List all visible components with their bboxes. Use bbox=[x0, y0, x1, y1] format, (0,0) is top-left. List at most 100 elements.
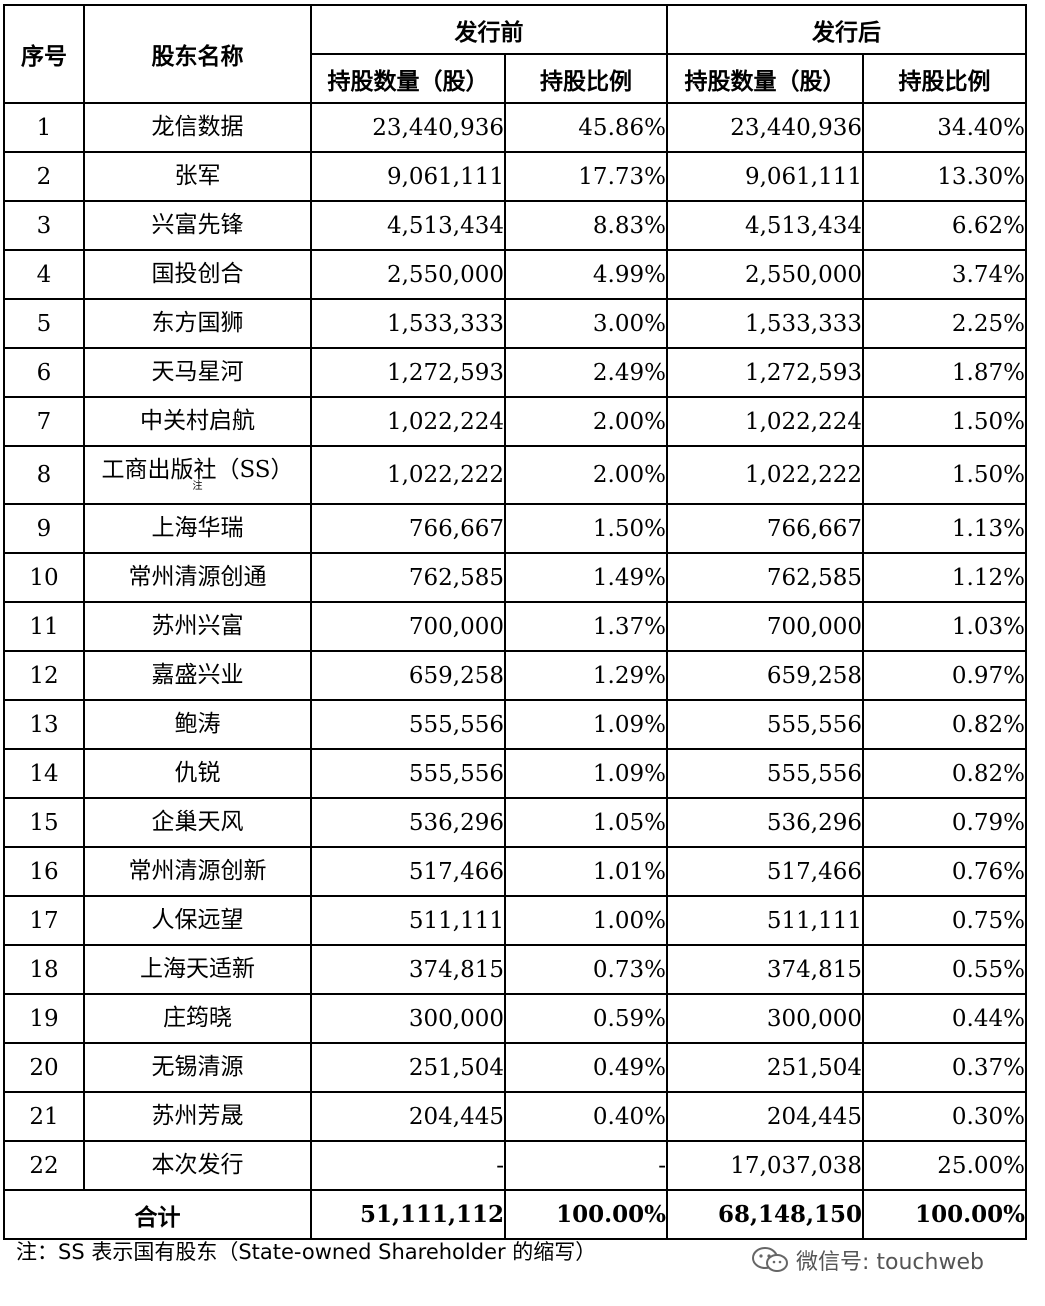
row-after-ratio: 0.55% bbox=[862, 944, 1027, 995]
table-row: 20 无锡清源 251,504 0.49% 251,504 0.37% bbox=[3, 1042, 1027, 1093]
row-after-ratio: 1.50% bbox=[862, 445, 1027, 505]
row-before-ratio: - bbox=[504, 1140, 668, 1191]
row-after-shares: 1,022,222 bbox=[666, 445, 864, 505]
row-seq: 18 bbox=[3, 944, 85, 995]
row-before-ratio: 45.86% bbox=[504, 102, 668, 153]
total-after-shares: 68,148,150 bbox=[666, 1189, 864, 1240]
table-row: 14 仇锐 555,556 1.09% 555,556 0.82% bbox=[3, 748, 1027, 799]
header-before-ratio: 持股比例 bbox=[504, 53, 668, 104]
row-before-ratio: 0.59% bbox=[504, 993, 668, 1044]
row-name: 仇锐 bbox=[83, 748, 312, 799]
row-after-ratio: 1.50% bbox=[862, 396, 1027, 447]
header-after: 发行后 bbox=[666, 4, 1027, 55]
row-before-shares: 511,111 bbox=[310, 895, 506, 946]
row-before-shares: 1,022,222 bbox=[310, 445, 506, 505]
row-after-ratio: 0.82% bbox=[862, 699, 1027, 750]
row-seq: 20 bbox=[3, 1042, 85, 1093]
total-before-shares: 51,111,112 bbox=[310, 1189, 506, 1240]
table-row: 22 本次发行 - -17,037,038 25.00% bbox=[3, 1140, 1027, 1191]
row-before-shares: 1,022,224 bbox=[310, 396, 506, 447]
row-before-ratio: 1.01% bbox=[504, 846, 668, 897]
row-after-ratio: 1.12% bbox=[862, 552, 1027, 603]
table-row: 9 上海华瑞 766,667 1.50% 766,667 1.13% bbox=[3, 503, 1027, 554]
row-before-ratio: 1.37% bbox=[504, 601, 668, 652]
row-name: 鲍涛 bbox=[83, 699, 312, 750]
row-after-shares: 700,000 bbox=[666, 601, 864, 652]
row-after-shares: 1,533,333 bbox=[666, 298, 864, 349]
row-before-shares: 555,556 bbox=[310, 699, 506, 750]
row-seq: 9 bbox=[3, 503, 85, 554]
row-seq: 4 bbox=[3, 249, 85, 300]
row-name: 嘉盛兴业 bbox=[83, 650, 312, 701]
row-before-ratio: 1.49% bbox=[504, 552, 668, 603]
total-after-ratio: 100.00% bbox=[862, 1189, 1027, 1240]
row-before-shares: 659,258 bbox=[310, 650, 506, 701]
header-before-shares: 持股数量（股） bbox=[310, 53, 506, 104]
row-name: 人保远望 bbox=[83, 895, 312, 946]
table-row: 13 鲍涛 555,556 1.09% 555,556 0.82% bbox=[3, 699, 1027, 750]
table-row: 4 国投创合 2,550,000 4.99% 2,550,000 3.74% bbox=[3, 249, 1027, 300]
table-row: 16 常州清源创新 517,466 1.01% 517,466 0.76% bbox=[3, 846, 1027, 897]
total-row: 合计 51,111,112 100.00% 68,148,150 100.00% bbox=[3, 1189, 1027, 1240]
table-row: 10 常州清源创通 762,585 1.49% 762,585 1.12% bbox=[3, 552, 1027, 603]
row-after-ratio: 1.13% bbox=[862, 503, 1027, 554]
row-name: 中关村启航 bbox=[83, 396, 312, 447]
row-seq: 12 bbox=[3, 650, 85, 701]
row-name-note: 注 bbox=[192, 480, 203, 492]
row-seq: 1 bbox=[3, 102, 85, 153]
table-row: 7 中关村启航 1,022,224 2.00% 1,022,224 1.50% bbox=[3, 396, 1027, 447]
header-name: 股东名称 bbox=[83, 4, 312, 104]
row-after-shares: 2,550,000 bbox=[666, 249, 864, 300]
row-before-shares: 251,504 bbox=[310, 1042, 506, 1093]
row-before-ratio: 1.00% bbox=[504, 895, 668, 946]
row-before-shares: 23,440,936 bbox=[310, 102, 506, 153]
total-label: 合计 bbox=[3, 1189, 312, 1240]
row-before-ratio: 2.00% bbox=[504, 445, 668, 505]
row-seq: 19 bbox=[3, 993, 85, 1044]
row-before-shares: 9,061,111 bbox=[310, 151, 506, 202]
row-after-shares: 1,272,593 bbox=[666, 347, 864, 398]
row-before-ratio: 3.00% bbox=[504, 298, 668, 349]
row-after-ratio: 0.97% bbox=[862, 650, 1027, 701]
wechat-icon bbox=[750, 1246, 790, 1274]
row-after-shares: 204,445 bbox=[666, 1091, 864, 1142]
footnote: 注：SS 表示国有股东（State-owned Shareholder 的缩写） bbox=[16, 1240, 597, 1264]
row-name: 兴富先锋 bbox=[83, 200, 312, 251]
row-after-ratio: 0.76% bbox=[862, 846, 1027, 897]
shareholder-table: 序号 股东名称 发行前 发行后 持股数量（股） 持股比例 持股数量（股） 持股比… bbox=[3, 4, 1027, 1240]
table-row: 19 庄筠晓 300,000 0.59% 300,000 0.44% bbox=[3, 993, 1027, 1044]
row-before-shares: 374,815 bbox=[310, 944, 506, 995]
row-before-shares: 2,550,000 bbox=[310, 249, 506, 300]
row-seq: 14 bbox=[3, 748, 85, 799]
row-after-shares: 1,022,224 bbox=[666, 396, 864, 447]
row-name: 常州清源创新 bbox=[83, 846, 312, 897]
row-before-ratio: 17.73% bbox=[504, 151, 668, 202]
row-after-shares: 23,440,936 bbox=[666, 102, 864, 153]
header-before: 发行前 bbox=[310, 4, 668, 55]
row-after-ratio: 1.03% bbox=[862, 601, 1027, 652]
row-before-ratio: 2.49% bbox=[504, 347, 668, 398]
row-name: 本次发行 bbox=[83, 1140, 312, 1191]
row-after-shares: 762,585 bbox=[666, 552, 864, 603]
row-before-ratio: 1.29% bbox=[504, 650, 668, 701]
table-row: 21 苏州芳晟 204,445 0.40% 204,445 0.30% bbox=[3, 1091, 1027, 1142]
row-after-ratio: 6.62% bbox=[862, 200, 1027, 251]
row-after-ratio: 3.74% bbox=[862, 249, 1027, 300]
watermark-text: 微信号: touchweb bbox=[796, 1250, 984, 1275]
row-before-shares: 204,445 bbox=[310, 1091, 506, 1142]
row-before-ratio: 8.83% bbox=[504, 200, 668, 251]
header-seq: 序号 bbox=[3, 4, 85, 104]
row-after-shares: 300,000 bbox=[666, 993, 864, 1044]
row-seq: 17 bbox=[3, 895, 85, 946]
table-row: 17 人保远望 511,111 1.00% 511,111 0.75% bbox=[3, 895, 1027, 946]
row-name: 上海天适新 bbox=[83, 944, 312, 995]
row-before-ratio: 1.09% bbox=[504, 748, 668, 799]
row-name: 龙信数据 bbox=[83, 102, 312, 153]
row-after-shares: 251,504 bbox=[666, 1042, 864, 1093]
row-before-shares: 762,585 bbox=[310, 552, 506, 603]
row-name: 苏州芳晟 bbox=[83, 1091, 312, 1142]
table-row: 3 兴富先锋 4,513,434 8.83% 4,513,434 6.62% bbox=[3, 200, 1027, 251]
row-seq: 21 bbox=[3, 1091, 85, 1142]
row-before-ratio: 0.49% bbox=[504, 1042, 668, 1093]
row-seq: 22 bbox=[3, 1140, 85, 1191]
